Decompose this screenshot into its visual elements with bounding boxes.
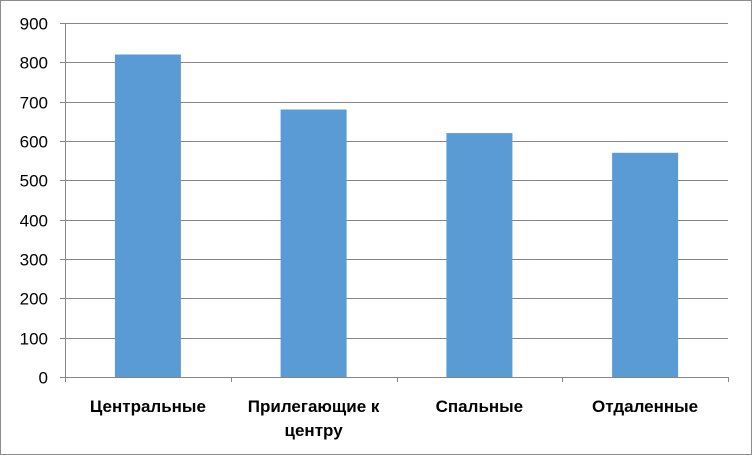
x-category-label-line: Спальные [436,397,524,416]
y-tick-label: 700 [20,94,48,113]
x-category-label: Отдаленные [592,397,698,416]
y-tick-label: 400 [20,212,48,231]
bar [612,152,679,377]
x-category-label-line: центру [285,421,344,440]
x-category-label: Спальные [436,397,524,416]
y-tick-label: 300 [20,251,48,270]
y-tick-label: 900 [20,15,48,34]
x-axis-labels: Центральные Прилегающие к центру Спальные От… [90,397,698,440]
bar [280,109,347,377]
y-tick-label: 0 [39,369,48,388]
axes [60,23,729,382]
y-tick-label: 800 [20,54,48,73]
y-axis-ticks: 0 100 200 300 400 500 600 700 800 900 [20,15,48,388]
x-category-label: Прилегающие к центру [248,397,380,440]
y-tick-label: 600 [20,133,48,152]
x-category-label-line: Прилегающие к [248,397,380,416]
x-category-label: Центральные [90,397,206,416]
x-category-label-line: Центральные [90,397,206,416]
bar-series [114,54,679,377]
y-tick-label: 100 [20,330,48,349]
y-tick-label: 200 [20,290,48,309]
bar [446,133,513,377]
y-tick-label: 500 [20,172,48,191]
x-category-label-line: Отдаленные [592,397,698,416]
bar [114,54,181,377]
